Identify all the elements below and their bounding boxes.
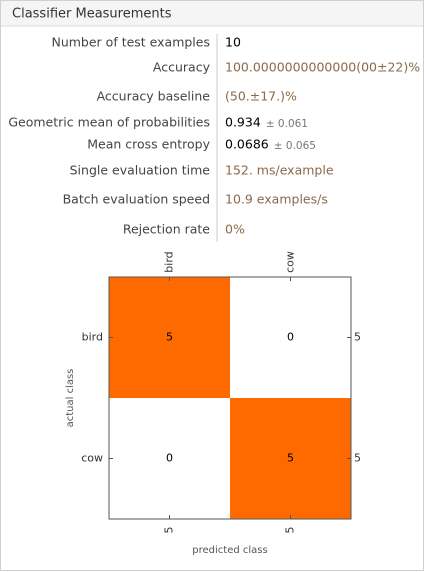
measurement-label: Mean cross entropy — [87, 137, 210, 152]
measurement-label: Geometric mean of probabilities — [8, 115, 210, 130]
matrix-cell — [230, 398, 351, 519]
x-axis-label: predicted class — [192, 545, 267, 556]
column-class-label: cow — [284, 251, 297, 273]
measurement-label: Single evaluation time — [70, 163, 211, 178]
column-class-label: bird — [163, 251, 176, 272]
y-axis-label: actual class — [65, 369, 76, 428]
row-total: 5 — [354, 452, 361, 465]
measurement-error: ± 0.065 — [274, 140, 316, 152]
column-total: 5 — [284, 527, 297, 534]
measurement-value: (50.±17.)% — [225, 89, 297, 104]
header-title: Classifier Measurements — [12, 7, 172, 22]
matrix-frame — [108, 276, 352, 520]
row-class-label: bird — [82, 331, 103, 344]
measurement-error: ± 0.061 — [266, 118, 308, 130]
cell-count: 0 — [287, 331, 294, 344]
matrix-cell — [109, 277, 230, 398]
measurement-label: Accuracy — [153, 60, 211, 75]
cell-count: 0 — [166, 452, 173, 465]
row-class-label: cow — [81, 452, 103, 465]
measurement-value: 10.9 examples/s — [225, 192, 328, 207]
measurement-label: Rejection rate — [123, 222, 210, 237]
header-bar — [1, 1, 423, 26]
measurement-label: Batch evaluation speed — [63, 192, 210, 207]
measurement-value: 10 — [225, 35, 241, 50]
cell-count: 5 — [166, 331, 173, 344]
measurement-label: Accuracy baseline — [97, 89, 211, 104]
measurement-value: 152. ms/example — [225, 163, 334, 178]
cell-count: 5 — [287, 452, 294, 465]
measurement-value: 0% — [225, 222, 245, 237]
column-total: 5 — [163, 527, 176, 534]
measurement-value: 100.0000000000000(00±22)% — [225, 60, 420, 75]
measurement-value: 0.934 — [225, 115, 261, 130]
measurement-value: 0.0686 — [225, 137, 269, 152]
row-total: 5 — [354, 331, 361, 344]
measurement-label: Number of test examples — [51, 35, 210, 50]
